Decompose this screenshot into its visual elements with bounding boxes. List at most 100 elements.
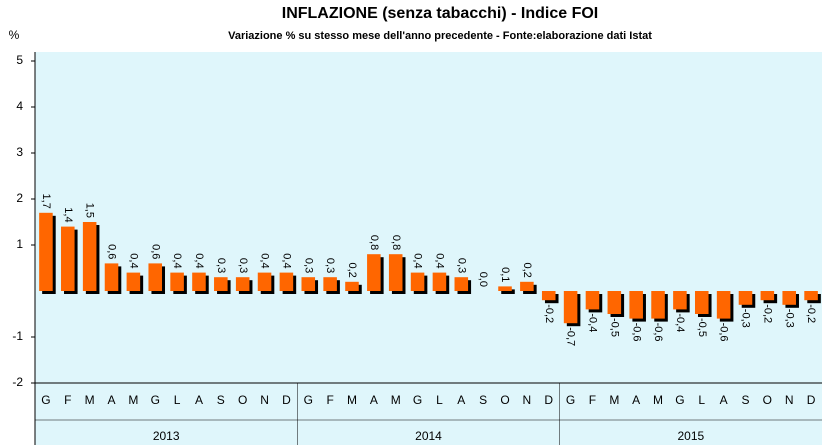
bar [148,263,163,291]
bar [39,212,53,291]
x-tick-label: G [41,393,50,407]
data-label: 0,2 [346,263,358,278]
chart-title: INFLAZIONE (senza tabacchi) - Indice FOI [282,5,598,22]
data-label: 0,4 [171,253,183,268]
bar [345,281,359,291]
x-tick-label: M [347,393,357,407]
bar [126,272,141,291]
y-tick-label: -2 [12,375,23,389]
data-label: -0,2 [543,304,555,323]
year-label: 2014 [415,429,442,443]
x-tick-label: F [64,393,71,407]
x-tick-label: D [544,393,553,407]
data-label: -0,5 [608,318,620,337]
bar [498,286,512,291]
bar [82,222,97,291]
y-tick-label: -1 [12,329,23,343]
bar [432,272,447,291]
bar [738,291,753,305]
x-tick-label: G [413,393,422,407]
data-label: 0,3 [215,258,227,273]
data-label: -0,4 [674,313,686,332]
bar [192,272,206,291]
bar [257,272,272,291]
bar [388,254,403,291]
data-label: 0,1 [499,267,511,282]
bar [760,291,775,301]
x-tick-label: S [479,393,487,407]
x-tick-label: M [391,393,401,407]
x-tick-label: O [763,393,772,407]
x-tick-label: A [632,393,640,407]
data-label: -0,2 [761,304,773,323]
bar [782,291,796,305]
bar [367,254,381,291]
bar [410,272,425,291]
bar [323,277,337,291]
data-label: -0,3 [783,309,795,328]
bar [279,272,294,291]
data-label: 0,8 [368,235,380,250]
x-tick-label: G [566,393,575,407]
x-tick-label: A [195,393,203,407]
data-label: 0,4 [412,253,424,268]
y-tick-label: 5 [16,53,23,67]
bar [563,291,578,324]
data-label: -0,6 [630,323,642,342]
y-axis-label: % [9,28,20,42]
data-label: 0,3 [302,258,314,273]
x-tick-label: M [128,393,138,407]
x-tick-label: G [304,393,313,407]
data-label: 0,6 [149,244,161,259]
x-tick-label: L [174,393,181,407]
data-label: 0,8 [390,235,402,250]
x-tick-label: M [609,393,619,407]
bar [629,291,643,319]
data-label: 0,3 [324,258,336,273]
data-label: 1,5 [84,203,96,218]
bar [520,281,534,291]
y-tick-label: 2 [16,191,23,205]
data-label: 0,4 [280,253,292,268]
data-label: 0,2 [521,263,533,278]
data-label: -0,2 [805,304,817,323]
data-label: 1,7 [40,194,52,209]
x-tick-label: N [260,393,269,407]
data-label: -0,3 [740,309,752,328]
bar [104,263,119,291]
data-label: -0,6 [652,323,664,342]
data-label: 0,0 [477,272,489,287]
bar [804,291,818,301]
x-tick-label: S [217,393,225,407]
x-tick-label: O [500,393,509,407]
bar [585,291,600,310]
x-tick-label: N [523,393,532,407]
data-label: -0,7 [565,327,577,346]
plot-area [35,52,822,445]
x-tick-label: F [326,393,333,407]
data-label: 0,3 [237,258,249,273]
data-label: -0,6 [718,323,730,342]
data-label: -0,5 [696,318,708,337]
y-tick-label: 4 [16,99,23,113]
data-label: 0,4 [127,253,139,268]
bar [170,272,184,291]
x-tick-label: G [151,393,160,407]
bar [235,277,250,291]
x-tick-label: F [589,393,596,407]
x-tick-label: A [108,393,116,407]
y-tick-label: 1 [16,237,23,251]
x-tick-label: L [698,393,705,407]
data-label: 0,3 [455,258,467,273]
year-label: 2013 [153,429,180,443]
bar [454,277,469,291]
x-tick-label: L [436,393,443,407]
bar-shadow [501,289,515,294]
bar [607,291,622,314]
bar [694,291,709,314]
x-tick-label: M [85,393,95,407]
x-tick-label: A [720,393,728,407]
data-label: 0,6 [106,244,118,259]
x-tick-label: G [675,393,684,407]
